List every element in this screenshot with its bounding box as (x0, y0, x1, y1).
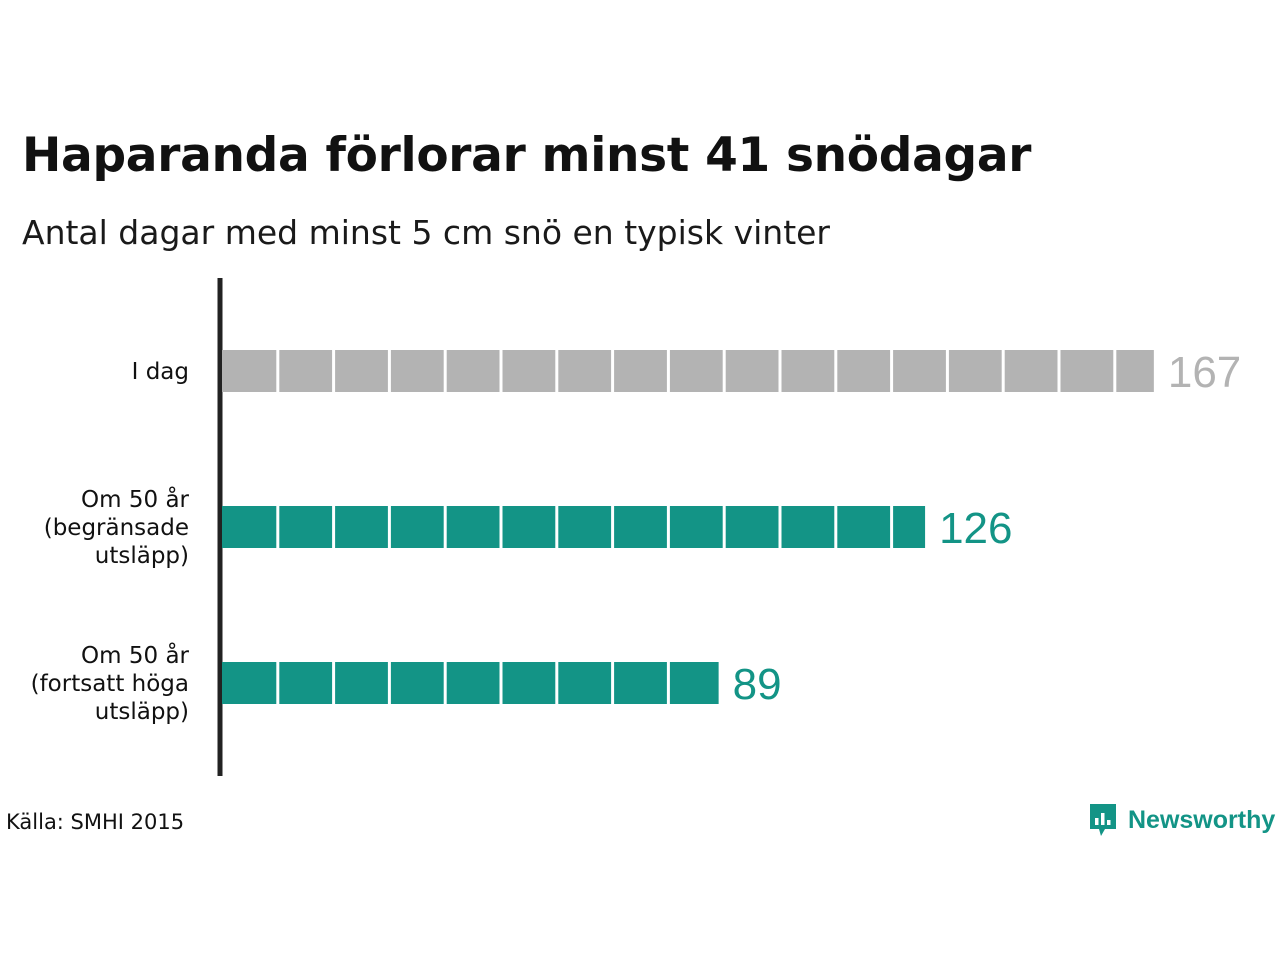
bar-block-divider (890, 506, 894, 548)
bar-block-divider (387, 506, 391, 548)
bar-block-divider (555, 350, 559, 392)
bar-group: 167 I dag (132, 348, 1242, 397)
bar-block-divider (443, 662, 447, 704)
category-label: I dag (132, 359, 189, 385)
bar-block-divider (611, 662, 615, 704)
newsworthy-logo: Newsworthy (1088, 802, 1275, 838)
value-label: 126 (939, 504, 1012, 553)
bar-block-divider (666, 350, 670, 392)
bar (222, 506, 926, 548)
bar-block-divider (890, 350, 894, 392)
bar-block-divider (778, 506, 782, 548)
bar-block-divider (443, 350, 447, 392)
bar-group: 89 Om 50 år (fortsatt höga utsläpp) (31, 641, 782, 725)
bar-block-divider (499, 350, 503, 392)
value-label: 89 (733, 660, 782, 709)
page-subtitle: Antal dagar med minst 5 cm snö en typisk… (22, 213, 831, 252)
bar-block-divider (555, 506, 559, 548)
value-label: 167 (1168, 348, 1241, 397)
bar-block-divider (722, 350, 726, 392)
bar-block-divider (499, 506, 503, 548)
bar-group: 126 Om 50 år (begränsade utsläpp) (44, 485, 1013, 569)
newsworthy-logo-icon (1090, 804, 1116, 836)
bar-block-divider (276, 506, 280, 548)
bar-block-divider (834, 350, 838, 392)
bar (222, 662, 719, 704)
bar-block-divider (778, 350, 782, 392)
bar-block-divider (666, 662, 670, 704)
bar-block-divider (945, 350, 949, 392)
bar-block-divider (555, 662, 559, 704)
bar-block-divider (276, 350, 280, 392)
bar-block-divider (611, 506, 615, 548)
bar-block-divider (387, 662, 391, 704)
bar-block-divider (722, 506, 726, 548)
page-title: Haparanda förlorar minst 41 snödagar (22, 128, 1032, 183)
category-label: Om 50 år (begränsade utsläpp) (44, 485, 190, 569)
bar-block-divider (332, 662, 336, 704)
bar-block-divider (834, 506, 838, 548)
bar-block-divider (1057, 350, 1061, 392)
bar-block-divider (666, 506, 670, 548)
bar-block-divider (332, 506, 336, 548)
bar-block-divider (276, 662, 280, 704)
bar-block-divider (1113, 350, 1117, 392)
bar-block-divider (499, 662, 503, 704)
category-label: Om 50 år (fortsatt höga utsläpp) (31, 641, 190, 725)
bar-block-divider (1001, 350, 1005, 392)
bar-block-divider (332, 350, 336, 392)
source-note: Källa: SMHI 2015 (6, 810, 185, 834)
logo-text: Newsworthy (1128, 805, 1276, 834)
bar-block-divider (443, 506, 447, 548)
bar-block-divider (387, 350, 391, 392)
bar (222, 350, 1154, 392)
bar-block-divider (611, 350, 615, 392)
